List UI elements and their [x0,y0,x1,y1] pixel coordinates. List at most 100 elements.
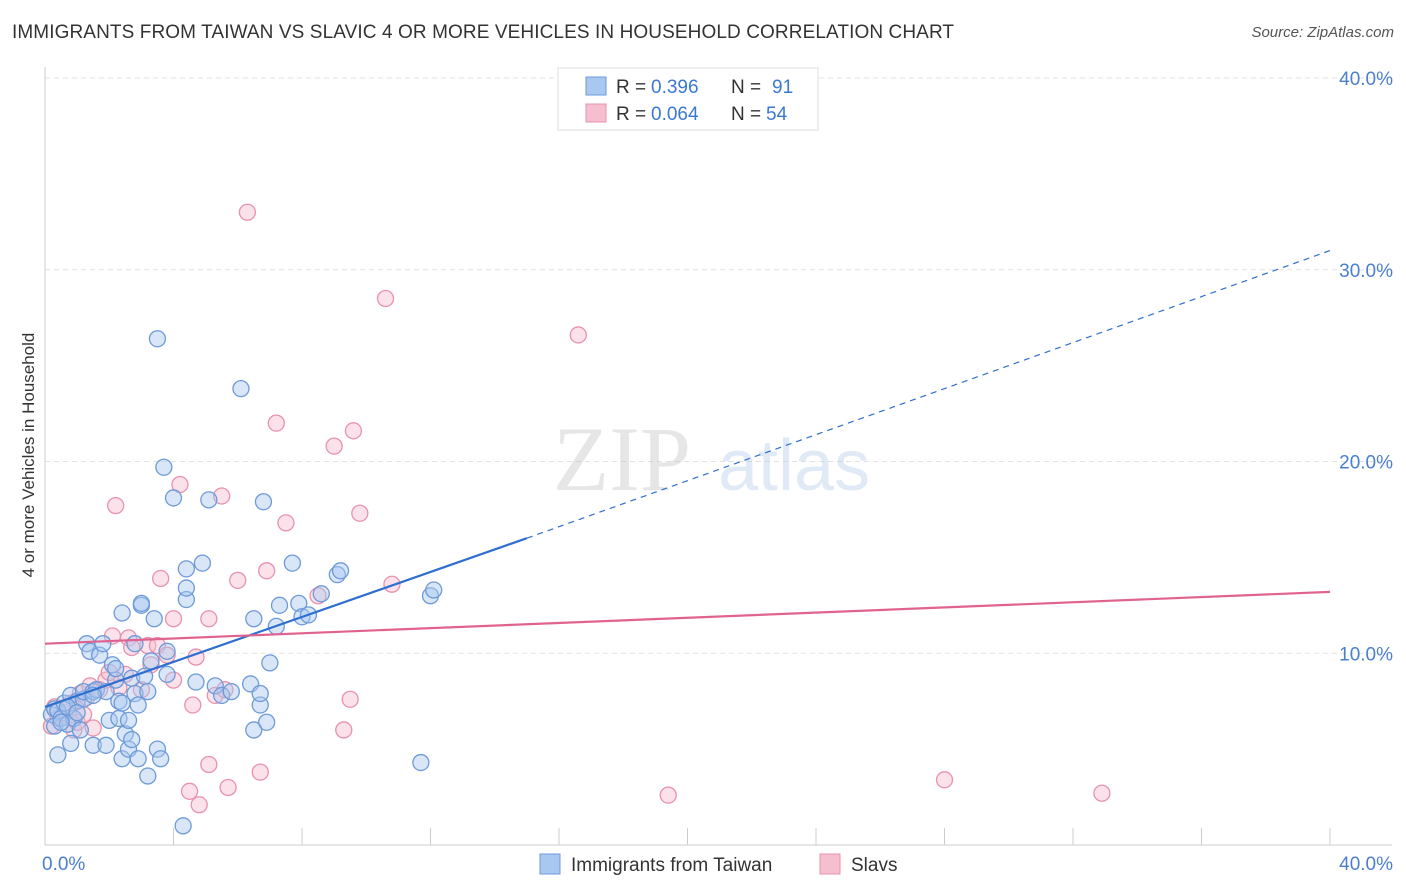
data-point [206,677,224,695]
x-tick-label: 40.0% [1339,854,1393,875]
data-point [139,767,157,785]
data-point [119,711,138,730]
data-point [351,504,369,522]
legend-r-label: R = [616,77,646,98]
data-point [180,782,199,800]
trend-line-taiwan [44,537,528,708]
data-point [107,496,125,515]
data-point [344,422,363,440]
data-point [164,610,183,628]
data-point [200,610,218,628]
tick-labels: 10.0% 20.0% 30.0% 40.0% 0.0% 40.0% [42,69,1393,875]
trend-line-slavs [44,590,1331,645]
data-point [81,642,99,660]
data-point [84,736,102,754]
data-point [238,203,257,221]
data-point [376,289,395,308]
watermark: ZIP atlas [553,408,870,510]
data-point [158,642,176,660]
data-point [71,721,89,739]
data-point [151,750,170,768]
data-point [200,755,218,774]
data-point [213,487,231,505]
data-point [107,659,125,678]
legend-swatch-slavs [819,853,841,875]
legend-stats: R = 0.396 N = 91 R = 0.064 N = 54 [557,67,819,131]
data-point [129,696,147,714]
trend-lines [44,250,1331,708]
data-point [126,635,144,653]
trend-line-taiwan-extension [526,250,1331,539]
data-point [412,753,430,772]
data-point [325,437,343,455]
data-point [267,414,285,432]
data-point [245,610,263,628]
data-point [139,682,157,701]
data-point [151,569,170,588]
data-point [258,713,276,731]
data-point [245,721,263,739]
data-point [229,571,247,590]
legend-r-label: R = [616,104,646,125]
legend-n-value: 54 [766,104,788,125]
data-point [190,796,208,814]
y-tick-label: 20.0% [1339,453,1393,474]
data-point [254,493,273,511]
data-point [261,654,279,672]
source-label: Source: ZipAtlas.com [1251,24,1394,41]
data-point [659,786,677,804]
data-point [270,596,289,614]
data-point [425,581,443,599]
data-point [232,379,250,398]
data-point [155,458,173,476]
data-point [251,684,269,703]
data-point [145,610,163,628]
legend-series-slavs: Slavs [851,855,897,876]
legend-swatch-taiwan [585,76,607,96]
data-point [148,330,167,348]
data-point [113,604,131,622]
data-point [184,696,202,714]
legend-r-value: 0.064 [651,104,699,125]
data-point [383,575,401,593]
data-point [1093,784,1111,802]
y-tick-label: 40.0% [1339,69,1393,90]
data-point [129,750,147,768]
axes [44,67,1392,846]
data-point [177,560,196,578]
legend-swatch-slavs [585,103,607,123]
data-point [200,491,218,509]
data-point [935,771,954,789]
data-point [132,594,151,613]
data-point [113,694,131,712]
data-point [177,579,196,597]
watermark-zip: ZIP [553,408,691,510]
data-point [148,740,167,758]
data-point [312,585,330,603]
legend-series: Immigrants from Taiwan Slavs [539,853,897,876]
y-tick-label: 30.0% [1339,261,1393,282]
data-point [569,326,587,344]
data-point [164,489,183,507]
chart-title: IMMIGRANTS FROM TAIWAN VS SLAVIC 4 OR MO… [12,22,955,43]
data-point [123,730,141,749]
legend-n-label: N = [731,104,761,125]
data-point [142,652,160,670]
data-point [331,562,350,580]
data-point [341,690,359,708]
data-point [94,635,112,653]
data-point [222,682,240,701]
data-point [213,686,231,705]
legend-r-value: 0.396 [651,77,699,98]
legend-series-taiwan: Immigrants from Taiwan [571,855,772,876]
data-point [158,665,176,683]
gridlines [45,77,1380,654]
data-point [290,594,308,613]
data-point [251,763,269,781]
data-point [84,719,102,737]
data-point [187,673,205,691]
legend-swatch-taiwan [539,853,561,875]
data-point [335,721,353,739]
data-point [258,562,276,580]
